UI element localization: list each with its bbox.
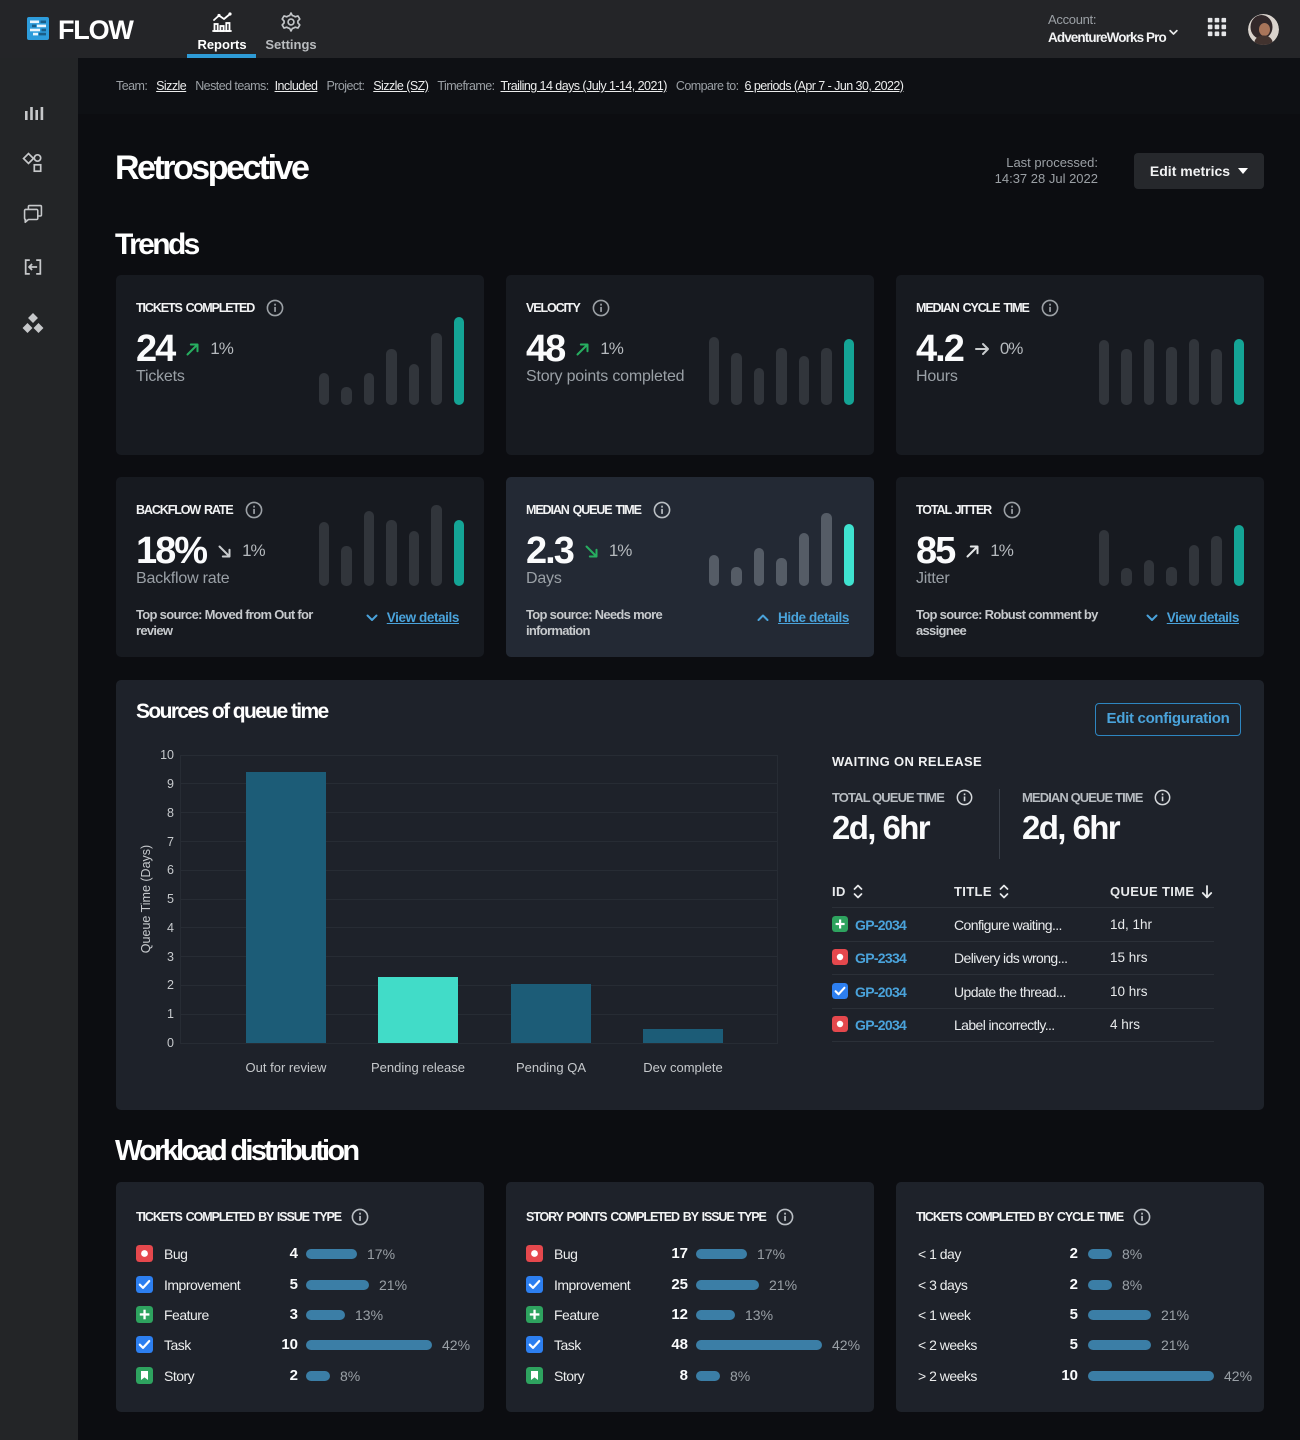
svg-text:0: 0: [167, 1036, 174, 1050]
svg-text:10: 10: [160, 748, 174, 762]
svg-text:Pending release: Pending release: [371, 1060, 465, 1075]
svg-text:Dev complete: Dev complete: [643, 1060, 722, 1075]
svg-text:Queue Time (Days): Queue Time (Days): [140, 845, 153, 953]
svg-text:6: 6: [167, 863, 174, 877]
svg-text:1: 1: [167, 1007, 174, 1021]
svg-text:9: 9: [167, 777, 174, 791]
svg-text:4: 4: [167, 921, 174, 935]
svg-text:8: 8: [167, 806, 174, 820]
svg-text:Out for review: Out for review: [246, 1060, 328, 1075]
svg-text:Pending QA: Pending QA: [516, 1060, 586, 1075]
svg-text:5: 5: [167, 892, 174, 906]
svg-text:3: 3: [167, 950, 174, 964]
svg-text:7: 7: [167, 835, 174, 849]
svg-text:2: 2: [167, 978, 174, 992]
